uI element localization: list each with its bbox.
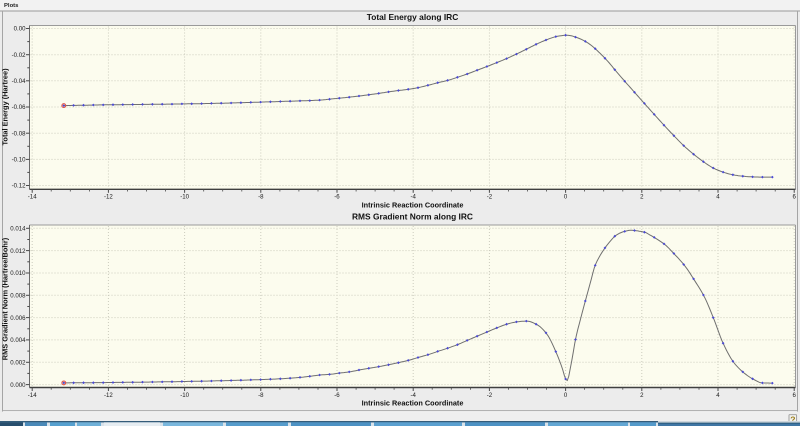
svg-text:0.004: 0.004 [10,337,26,344]
svg-text:4: 4 [716,392,720,399]
svg-text:-14: -14 [28,392,37,399]
svg-text:RMS Gradient Norm along IRC: RMS Gradient Norm along IRC [352,212,473,222]
svg-text:-0.02: -0.02 [12,52,27,59]
svg-text:-12: -12 [104,194,113,201]
svg-text:0.00: 0.00 [14,26,26,33]
svg-text:-12: -12 [104,392,113,399]
svg-text:-2: -2 [487,194,493,201]
svg-text:?: ? [790,414,795,424]
svg-text:RMS Gradient Norm (Hartree/Boh: RMS Gradient Norm (Hartree/Bohr) [1,237,10,360]
svg-text:-4: -4 [410,194,416,201]
svg-text:0.006: 0.006 [10,315,26,322]
svg-text:-0.06: -0.06 [12,104,27,111]
svg-text:Total Energy (Hartree): Total Energy (Hartree) [1,68,10,146]
svg-text:Intrinsic Reaction Coordinate: Intrinsic Reaction Coordinate [362,399,464,408]
svg-text:-0.12: -0.12 [12,183,27,190]
svg-text:-10: -10 [180,194,189,201]
svg-text:-6: -6 [334,392,340,399]
svg-text:2: 2 [640,392,644,399]
svg-text:Total Energy along IRC: Total Energy along IRC [367,12,459,22]
svg-text:0.008: 0.008 [10,293,26,300]
svg-text:-8: -8 [258,392,264,399]
svg-text:4: 4 [716,194,720,201]
svg-text:-8: -8 [258,194,264,201]
svg-text:0.014: 0.014 [10,226,26,233]
svg-text:0.000: 0.000 [10,382,26,389]
svg-text:6: 6 [793,392,797,399]
svg-text:Intrinsic Reaction Coordinate: Intrinsic Reaction Coordinate [362,200,464,209]
svg-text:-4: -4 [410,392,416,399]
svg-text:0.012: 0.012 [10,248,26,255]
svg-text:-0.08: -0.08 [12,130,27,137]
svg-text:0.002: 0.002 [10,360,26,367]
svg-text:-14: -14 [28,194,37,201]
svg-text:-10: -10 [180,392,189,399]
svg-text:0: 0 [564,194,568,201]
svg-text:-0.04: -0.04 [12,78,27,85]
svg-text:6: 6 [793,194,797,201]
svg-text:-6: -6 [334,194,340,201]
svg-text:0: 0 [564,392,568,399]
svg-text:-2: -2 [487,392,493,399]
svg-text:2: 2 [640,194,644,201]
svg-text:Plots: Plots [4,3,19,9]
svg-text:0.010: 0.010 [10,270,26,277]
svg-text:-0.10: -0.10 [12,157,27,164]
